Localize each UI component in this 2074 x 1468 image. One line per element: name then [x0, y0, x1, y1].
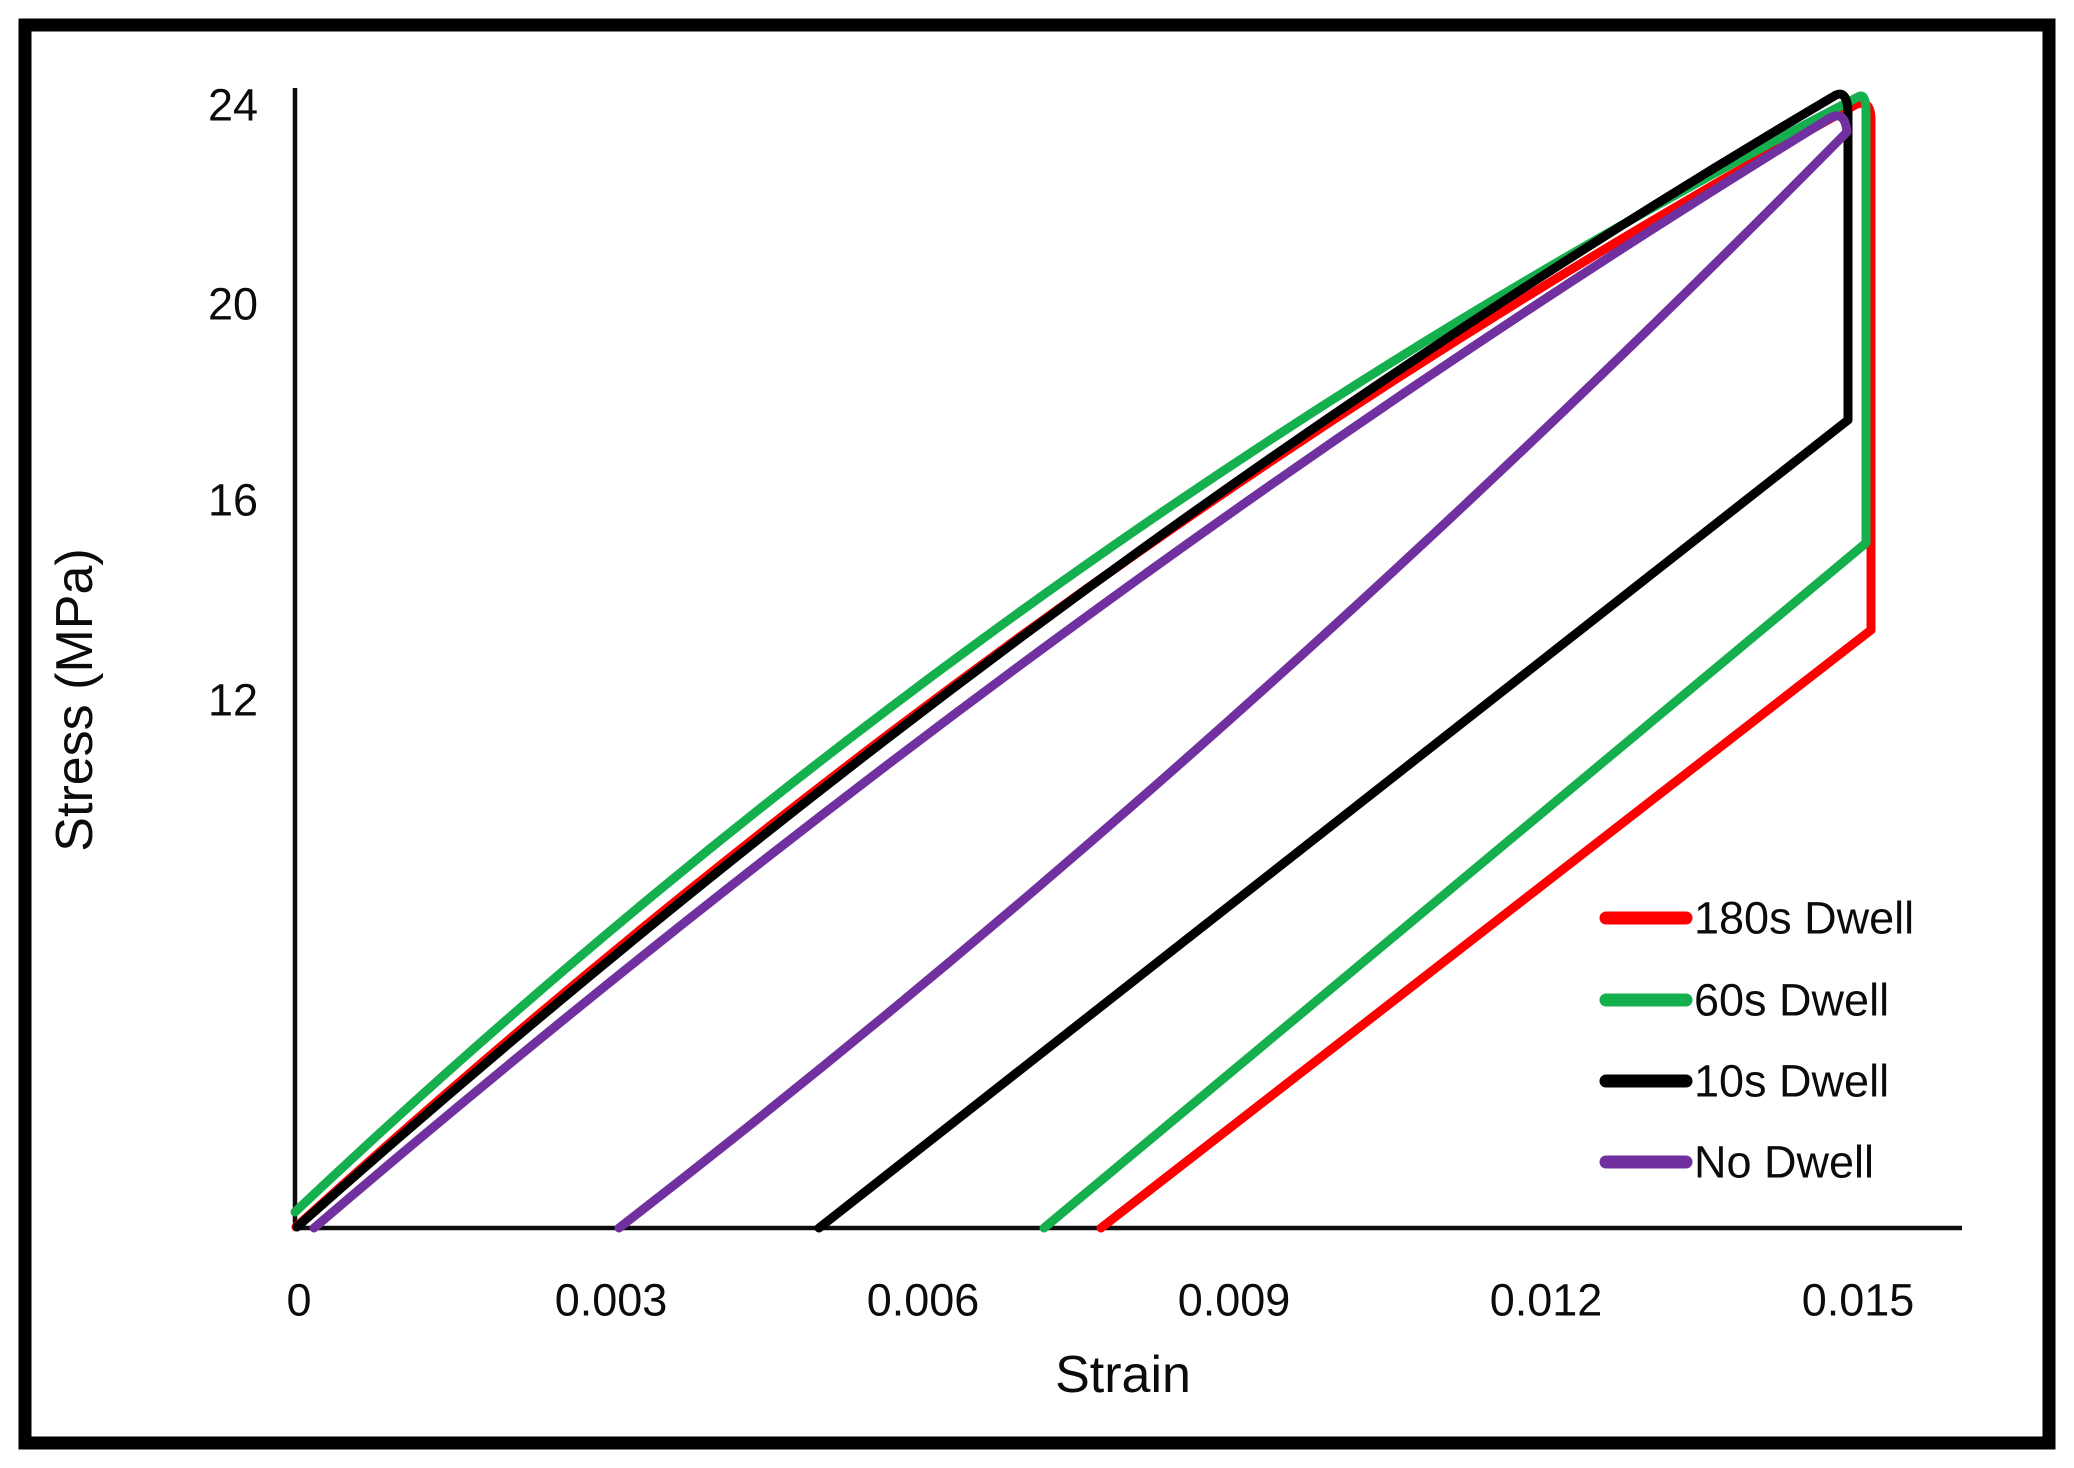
legend-item: 60s Dwell	[1599, 975, 1889, 1026]
legend-label: 60s Dwell	[1694, 975, 1889, 1026]
y-tick-labels: 24 20 16 12	[208, 80, 258, 726]
y-axis-title: Stress (MPa)	[46, 548, 104, 851]
y-tick-label: 12	[208, 675, 258, 726]
figure-border	[18, 18, 2056, 1450]
legend: 180s Dwell 60s Dwell 10s Dwell No Dwell	[1599, 893, 1914, 1188]
y-tick-label: 24	[208, 80, 258, 131]
x-tick-labels: 0 0.003 0.006 0.009 0.012 0.015	[286, 1275, 1914, 1326]
legend-label: 10s Dwell	[1694, 1056, 1889, 1107]
x-tick-label: 0.009	[1178, 1275, 1291, 1326]
x-axis-title: Strain	[1055, 1346, 1191, 1404]
curves-layer	[290, 89, 1876, 1233]
x-tick-label: 0.015	[1802, 1275, 1915, 1326]
x-tick-label: 0.003	[555, 1275, 668, 1326]
legend-item: 10s Dwell	[1599, 1056, 1889, 1107]
curve-10s-dwell	[292, 89, 1853, 1233]
legend-label: No Dwell	[1694, 1137, 1874, 1188]
x-tick-label: 0.006	[867, 1275, 980, 1326]
curve-180s-dwell	[291, 98, 1876, 1233]
curve-no-dwell	[309, 111, 1852, 1233]
y-tick-label: 16	[208, 475, 258, 526]
legend-label: 180s Dwell	[1694, 893, 1914, 944]
curve-60s-dwell	[290, 91, 1871, 1233]
y-tick-label: 20	[208, 279, 258, 330]
legend-item: No Dwell	[1599, 1137, 1874, 1188]
x-tick-label: 0.012	[1490, 1275, 1603, 1326]
legend-item: 180s Dwell	[1599, 893, 1914, 944]
x-tick-label: 0	[286, 1275, 311, 1326]
